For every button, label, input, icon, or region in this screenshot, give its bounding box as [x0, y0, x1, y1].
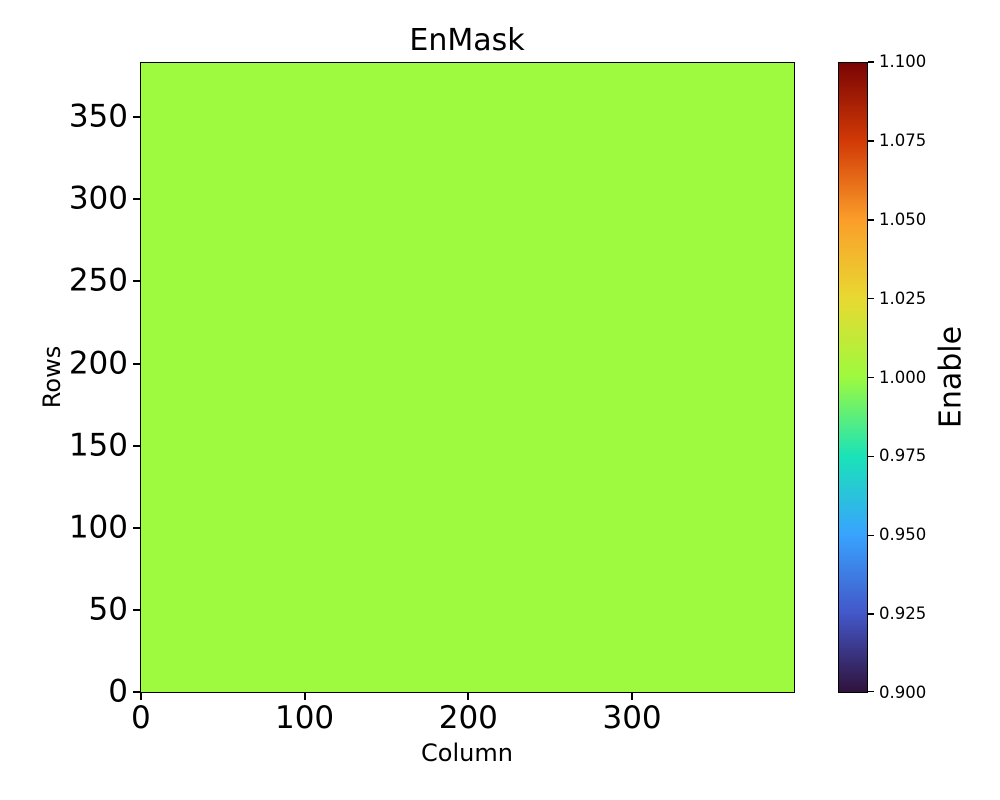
- y-tick-mark: [133, 280, 140, 283]
- heatmap-plot-area: [140, 62, 795, 693]
- x-tick-label: 200: [438, 700, 498, 736]
- y-tick-label: 100: [68, 509, 128, 546]
- colorbar-tick-label: 1.100: [879, 51, 927, 71]
- y-tick-mark: [133, 116, 140, 119]
- colorbar-tick-label: 1.050: [879, 209, 927, 229]
- x-tick-label: 100: [274, 700, 335, 736]
- colorbar-tick-label: 1.075: [879, 130, 927, 150]
- y-tick-label: 150: [68, 427, 128, 464]
- y-tick-mark: [133, 691, 140, 694]
- x-tick-mark: [139, 693, 142, 700]
- y-tick-mark: [133, 198, 140, 201]
- y-tick-label: 200: [68, 345, 128, 382]
- y-tick-label: 50: [88, 591, 128, 628]
- colorbar-tick-label: 0.975: [879, 446, 927, 466]
- y-tick-mark: [133, 362, 140, 365]
- x-tick-mark: [631, 693, 634, 700]
- colorbar-tick-label: 1.025: [879, 288, 927, 308]
- colorbar-tick-label: 1.000: [879, 367, 927, 387]
- x-tick-label: 300: [602, 700, 662, 736]
- y-tick-mark: [133, 526, 140, 529]
- y-tick-mark: [133, 444, 140, 447]
- x-axis-label: Column: [421, 739, 513, 767]
- colorbar-tick-mark: [868, 613, 874, 615]
- colorbar-tick-mark: [868, 140, 874, 142]
- x-tick-mark: [467, 693, 470, 700]
- colorbar-tick-mark: [868, 690, 874, 693]
- colorbar: [838, 62, 868, 693]
- colorbar-tick-mark: [868, 455, 874, 458]
- colorbar-tick-mark: [868, 219, 874, 221]
- colorbar-tick-mark: [868, 61, 874, 63]
- x-tick-mark: [303, 693, 306, 700]
- chart-title: EnMask: [409, 23, 525, 58]
- x-tick-label: 0: [130, 700, 151, 736]
- colorbar-tick-label: 0.900: [879, 682, 927, 702]
- colorbar-tick-label: 0.950: [879, 525, 927, 544]
- colorbar-tick-mark: [868, 534, 874, 536]
- y-tick-mark: [133, 609, 140, 612]
- y-tick-label: 350: [68, 98, 128, 135]
- colorbar-tick-mark: [868, 376, 874, 379]
- colorbar-tick-mark: [868, 297, 874, 300]
- colorbar-tick-label: 0.925: [879, 603, 927, 623]
- y-tick-label: 0: [108, 673, 128, 710]
- colorbar-label: Enable: [933, 325, 969, 429]
- y-tick-label: 250: [68, 262, 128, 299]
- y-tick-label: 300: [68, 180, 128, 217]
